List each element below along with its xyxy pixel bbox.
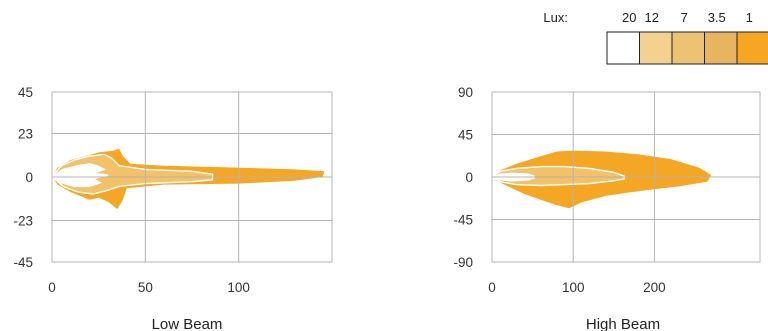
legend-level-1: 12 — [645, 10, 659, 25]
legend-level-0: 20 — [622, 10, 636, 25]
y-tick-label: 0 — [25, 170, 33, 185]
y-tick-label: 45 — [18, 85, 33, 100]
legend-swatch-4 — [736, 31, 768, 65]
legend-level-2: 7 — [681, 10, 688, 25]
y-tick-label: 45 — [458, 128, 473, 143]
legend-swatch-2 — [671, 31, 705, 65]
legend-level-4: 1 — [746, 10, 753, 25]
x-tick-label: 50 — [138, 280, 153, 295]
legend-swatch-1 — [639, 31, 673, 65]
x-tick-label: 0 — [48, 280, 56, 295]
legend-swatch-0 — [606, 31, 640, 65]
y-tick-label: -45 — [13, 255, 33, 270]
x-tick-label: 0 — [488, 280, 496, 295]
y-tick-label: 0 — [465, 170, 473, 185]
x-tick-label: 100 — [562, 280, 585, 295]
high-beam-title: High Beam — [586, 316, 660, 331]
lux-legend: Lux: 20 12 7 3.5 1 — [543, 10, 768, 65]
y-tick-label: -90 — [453, 255, 473, 270]
x-tick-label: 200 — [643, 280, 666, 295]
x-tick-label: 100 — [227, 280, 250, 295]
y-tick-label: 90 — [458, 85, 473, 100]
y-tick-label: -23 — [13, 213, 33, 228]
legend-level-3: 3.5 — [708, 10, 726, 25]
y-tick-label: -45 — [453, 213, 473, 228]
low-beam-title: Low Beam — [152, 316, 223, 331]
y-tick-label: 23 — [18, 127, 33, 142]
isolux-contour-12 — [50, 163, 109, 188]
high-beam-chart: 0 100 200 90 45 0 -45 -90 High Beam — [453, 85, 761, 331]
plot-frame — [491, 91, 761, 263]
legend-label: Lux: — [543, 10, 568, 25]
plot-frame — [51, 91, 333, 263]
low-beam-chart: 0 50 100 45 23 0 -23 -45 Low Beam — [13, 85, 333, 331]
legend-swatch-3 — [704, 31, 738, 65]
